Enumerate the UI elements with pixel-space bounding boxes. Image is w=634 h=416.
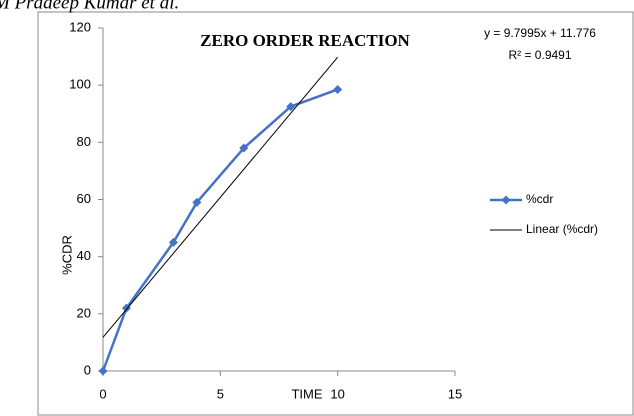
trend-line xyxy=(102,56,339,338)
x-tick-label: 0 xyxy=(99,386,106,401)
legend-marker xyxy=(501,195,511,205)
data-point xyxy=(98,366,108,376)
y-tick-label: 0 xyxy=(84,362,91,377)
page-header: M Pradeep Kumar et al. xyxy=(0,0,179,13)
y-tick-label: 20 xyxy=(77,305,91,320)
legend-label: Linear (%cdr) xyxy=(526,222,598,236)
x-axis-label: TIME xyxy=(291,386,322,401)
y-tick-label: 120 xyxy=(69,19,91,34)
trend-equation: y = 9.7995x + 11.776 xyxy=(484,26,596,40)
y-tick-label: 60 xyxy=(77,191,91,206)
y-tick-label: 80 xyxy=(77,134,91,149)
x-tick-label: 5 xyxy=(217,386,224,401)
x-tick-label: 10 xyxy=(330,386,344,401)
data-point xyxy=(286,102,296,112)
data-point xyxy=(333,84,343,94)
y-tick-label: 100 xyxy=(69,77,91,92)
legend-label: %cdr xyxy=(526,192,553,206)
x-tick-label: 15 xyxy=(448,386,462,401)
chart-border xyxy=(37,11,634,416)
chart-title: ZERO ORDER REACTION xyxy=(200,31,410,50)
data-line xyxy=(101,88,339,372)
data-point xyxy=(239,143,249,153)
data-point xyxy=(168,237,178,247)
r-squared: R² = 0.9491 xyxy=(508,48,571,62)
y-tick-label: 40 xyxy=(77,248,91,263)
y-axis-label: %CDR xyxy=(59,235,74,275)
data-point xyxy=(192,197,202,207)
